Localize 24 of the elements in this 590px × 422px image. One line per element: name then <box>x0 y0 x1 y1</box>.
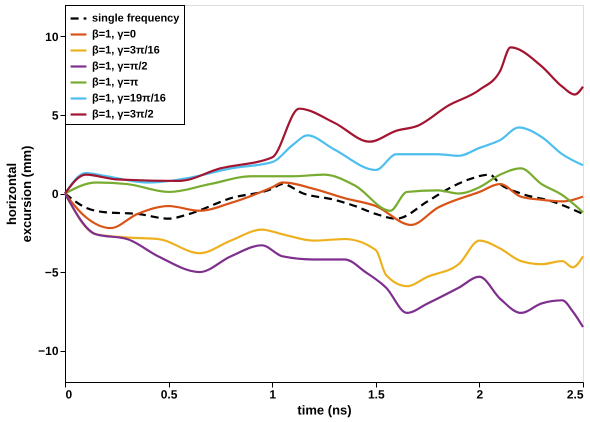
legend-label: β=1, γ=19π/16 <box>92 92 166 104</box>
line-series <box>64 192 584 328</box>
legend-label: β=1, γ=3π/16 <box>92 44 160 56</box>
x-tick-label: 0.5 <box>160 388 178 402</box>
legend-label: single frequency <box>92 12 180 24</box>
legend-label: β=1, γ=0 <box>92 28 136 40</box>
x-tick-label: 2 <box>476 388 484 402</box>
legend-label: β=1, γ=π <box>92 76 139 88</box>
y-axis-title: horizontal excursion (mm) <box>4 146 34 242</box>
x-tick-label: 0 <box>66 388 72 402</box>
line-series <box>64 46 584 195</box>
legend-label: β=1, γ=3π/2 <box>92 108 154 120</box>
line-series <box>64 167 584 214</box>
x-tick-label: 2.5 <box>566 388 584 402</box>
x-tick-label: 1.5 <box>368 388 385 402</box>
line-series <box>64 181 584 230</box>
x-axis-title: time (ns) <box>297 402 352 418</box>
y-tick-label: 5 <box>52 108 59 122</box>
legend-label: β=1, γ=π/2 <box>92 60 148 72</box>
y-tick-label: −10 <box>38 344 59 358</box>
x-tick-label: 1 <box>269 388 276 402</box>
y-tick-label: −5 <box>44 266 59 280</box>
y-tick-label: 10 <box>45 30 59 44</box>
y-tick-label: 0 <box>52 187 59 201</box>
